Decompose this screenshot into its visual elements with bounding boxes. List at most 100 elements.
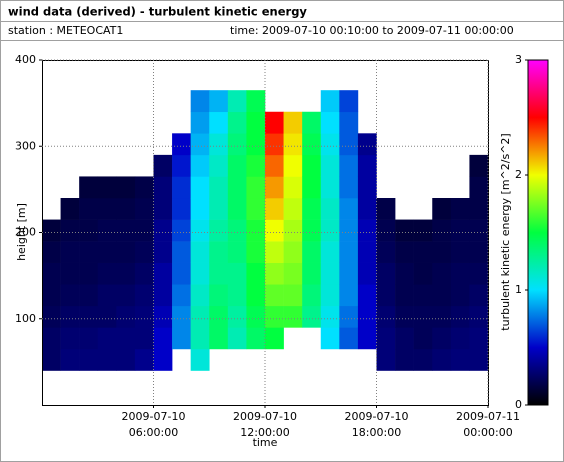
heat-cell bbox=[376, 219, 396, 242]
heat-cell bbox=[116, 198, 136, 220]
colorbar bbox=[527, 59, 549, 406]
heat-cell bbox=[227, 305, 247, 328]
heat-cell bbox=[172, 327, 191, 350]
heat-cell bbox=[227, 284, 247, 307]
heat-cell bbox=[42, 262, 61, 285]
heat-cell bbox=[469, 284, 489, 307]
heat-cell bbox=[339, 154, 359, 177]
x-tick-label: 2009-07-10 bbox=[345, 410, 409, 423]
heat-cell bbox=[413, 305, 433, 328]
heat-cell bbox=[209, 176, 229, 199]
heat-cell bbox=[302, 284, 322, 307]
heat-cell bbox=[395, 305, 414, 328]
heat-cell bbox=[283, 176, 303, 199]
heat-cell bbox=[190, 327, 210, 350]
heat-cell bbox=[469, 262, 489, 285]
heat-cell bbox=[469, 327, 489, 350]
heat-cell bbox=[339, 198, 359, 220]
heat-cell bbox=[395, 327, 414, 350]
heat-cell bbox=[134, 305, 154, 328]
heat-cell bbox=[302, 219, 322, 242]
heat-cell bbox=[450, 327, 470, 350]
heat-cell bbox=[320, 154, 340, 177]
heat-cell bbox=[42, 305, 61, 328]
heat-cell bbox=[134, 262, 154, 285]
heat-cell bbox=[413, 262, 433, 285]
y-tick-label: 100 bbox=[15, 312, 36, 325]
page-title: wind data (derived) - turbulent kinetic … bbox=[8, 5, 307, 19]
heat-cell bbox=[302, 176, 322, 199]
heat-cell bbox=[153, 327, 173, 350]
heat-cell bbox=[469, 305, 489, 328]
heat-cell bbox=[320, 198, 340, 220]
heat-cell bbox=[153, 284, 173, 307]
heat-cell bbox=[469, 348, 489, 371]
heat-cell bbox=[190, 111, 210, 134]
heat-cell bbox=[357, 327, 377, 350]
heat-cell bbox=[376, 198, 396, 220]
heat-cell bbox=[79, 176, 99, 199]
heat-cell bbox=[376, 241, 396, 263]
heat-cell bbox=[246, 154, 266, 177]
heat-cell bbox=[450, 348, 470, 371]
x-tick-label: 2009-07-11 bbox=[456, 410, 520, 423]
colorbar-title: turbulent kinetic energy [m^2/s^2] bbox=[499, 133, 512, 330]
heat-cell bbox=[116, 327, 136, 350]
heat-cell bbox=[265, 305, 284, 328]
heat-cell bbox=[469, 241, 489, 263]
heat-cell bbox=[357, 198, 377, 220]
x-axis-title: time bbox=[253, 436, 278, 449]
heat-cell bbox=[265, 327, 284, 350]
heat-cell bbox=[246, 90, 266, 113]
heat-cell bbox=[339, 90, 359, 113]
x-tick-label: 18:00:00 bbox=[352, 426, 401, 439]
heat-cell bbox=[116, 305, 136, 328]
heat-cell bbox=[357, 241, 377, 263]
heat-cell bbox=[265, 111, 284, 134]
heat-cell bbox=[190, 305, 210, 328]
colorbar-tick-label: 0 bbox=[515, 398, 522, 411]
heat-cell bbox=[432, 284, 452, 307]
heat-cell bbox=[265, 198, 284, 220]
heat-cell bbox=[357, 154, 377, 177]
y-axis-title: height [m] bbox=[15, 203, 28, 261]
heat-cell bbox=[432, 327, 452, 350]
heat-cell bbox=[339, 327, 359, 350]
heat-cell bbox=[395, 284, 414, 307]
heat-cell bbox=[302, 111, 322, 134]
heat-cell bbox=[413, 219, 433, 242]
heat-cell bbox=[60, 348, 80, 371]
y-tick-label: 300 bbox=[15, 139, 36, 152]
heat-cell bbox=[432, 262, 452, 285]
heat-cell bbox=[432, 198, 452, 220]
heat-cell bbox=[172, 198, 191, 220]
heat-cell bbox=[283, 111, 303, 134]
heat-cell bbox=[302, 305, 322, 328]
heat-cell bbox=[60, 219, 80, 242]
heat-cell bbox=[42, 284, 61, 307]
station: station : METEOCAT1 bbox=[8, 24, 123, 37]
y-tick-label: 200 bbox=[15, 226, 36, 239]
heat-cell bbox=[283, 284, 303, 307]
heat-cell bbox=[209, 241, 229, 263]
heat-cell bbox=[116, 176, 136, 199]
heat-cell bbox=[246, 305, 266, 328]
heat-cell bbox=[376, 348, 396, 371]
heat-cell bbox=[209, 262, 229, 285]
heat-cell bbox=[172, 219, 191, 242]
heat-cell bbox=[357, 305, 377, 328]
heat-cell bbox=[395, 348, 414, 371]
heat-cell bbox=[450, 262, 470, 285]
heat-cell bbox=[376, 284, 396, 307]
heat-cell bbox=[227, 198, 247, 220]
heat-cell bbox=[42, 327, 61, 350]
heat-cell bbox=[60, 327, 80, 350]
heat-cell bbox=[209, 154, 229, 177]
heat-cell bbox=[357, 284, 377, 307]
heat-cell bbox=[134, 198, 154, 220]
heat-cell bbox=[469, 219, 489, 242]
heat-cell bbox=[134, 241, 154, 263]
heat-cell bbox=[320, 111, 340, 134]
heat-cell bbox=[153, 176, 173, 199]
heat-cell bbox=[79, 348, 99, 371]
